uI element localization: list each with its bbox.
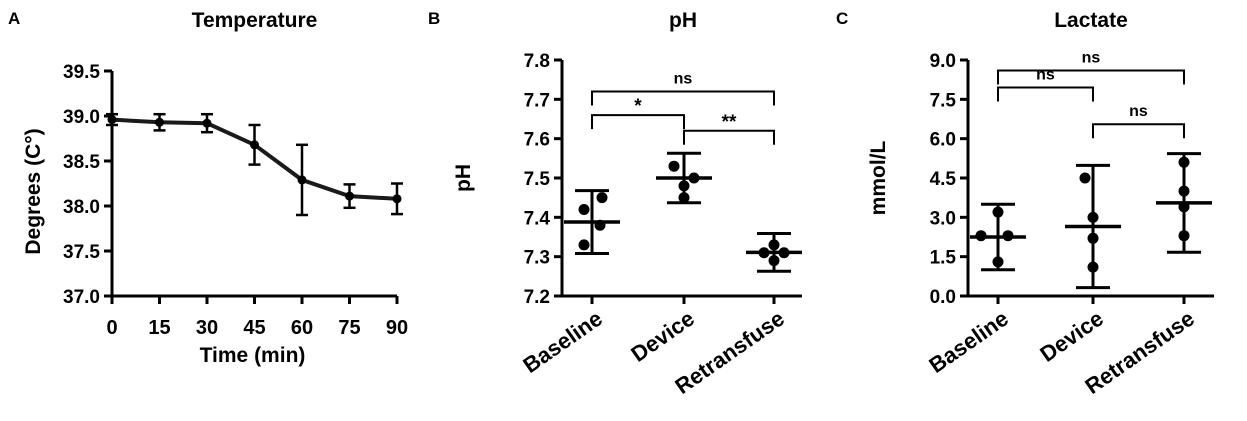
data-point — [594, 219, 606, 231]
data-point — [992, 206, 1004, 218]
significance-bracket — [591, 90, 775, 106]
data-point — [596, 192, 608, 204]
y-tick-label: 7.5 — [930, 90, 957, 111]
x-tick-label: 30 — [196, 317, 218, 339]
y-tick-label: 39.5 — [63, 62, 100, 83]
y-tick-label: 6.0 — [930, 130, 956, 151]
panel-letter: C — [836, 9, 848, 28]
y-axis-label: Degrees (C°) — [22, 128, 45, 254]
y-tick-label: 4.5 — [930, 169, 957, 190]
chart-title: pH — [669, 9, 697, 32]
data-point — [1087, 232, 1099, 244]
y-tick-label: 1.5 — [930, 248, 957, 269]
significance-label: * — [634, 96, 642, 117]
data-point — [578, 239, 590, 251]
significance-label: ns — [1036, 67, 1055, 84]
data-point — [1079, 172, 1091, 184]
x-tick-label: 60 — [291, 317, 313, 339]
x-tick-label: 0 — [106, 317, 117, 339]
y-tick-label: 7.8 — [524, 51, 550, 72]
y-tick-label: 38.5 — [63, 152, 100, 173]
data-point — [345, 191, 354, 201]
data-point — [1178, 156, 1190, 168]
data-point — [1087, 211, 1099, 223]
data-point — [758, 247, 770, 259]
y-tick-label: 7.5 — [524, 169, 551, 190]
significance-bracket — [997, 69, 1185, 85]
data-point — [578, 203, 590, 215]
data-point — [202, 118, 212, 128]
significance-label: ns — [1082, 49, 1101, 66]
data-point — [392, 194, 402, 204]
y-tick-label: 38.0 — [63, 197, 100, 218]
data-point — [688, 172, 700, 184]
y-tick-label: 3.0 — [930, 208, 956, 229]
x-tick-label: 75 — [338, 317, 360, 339]
significance-bracket — [1092, 123, 1185, 139]
significance-bracket — [683, 129, 775, 145]
data-point — [107, 115, 117, 125]
data-point — [778, 247, 790, 259]
x-category-label: Baseline — [924, 306, 1012, 378]
x-axis-label: Time (min) — [200, 344, 306, 367]
y-axis-label: mmol/L — [867, 140, 890, 215]
data-point — [1087, 261, 1099, 273]
data-point — [768, 239, 780, 251]
significance-label: ns — [1129, 103, 1148, 120]
y-tick-label: 7.7 — [524, 90, 550, 111]
panel-c: C Lactate 0.0 1.5 3.0 4.5 6.0 7.5 9.0 mmol/L Basel… — [836, 9, 1214, 399]
x-category-label: Baseline — [518, 306, 606, 378]
chart-title: Lactate — [1054, 9, 1128, 32]
significance-bracket — [591, 114, 685, 130]
significance-label: ns — [674, 70, 693, 87]
chart-title: Temperature — [192, 9, 318, 32]
data-point — [678, 192, 690, 204]
y-axis-label: pH — [452, 164, 475, 192]
panel-letter: B — [428, 9, 440, 28]
data-point — [1002, 230, 1014, 242]
y-tick-label: 37.5 — [63, 242, 100, 263]
y-tick-label: 0.0 — [930, 287, 956, 308]
y-tick-label: 7.6 — [524, 130, 550, 151]
data-point — [250, 140, 259, 150]
data-point — [768, 255, 780, 267]
x-category-label: Device — [626, 306, 698, 367]
data-point — [992, 256, 1004, 268]
data-point — [155, 117, 164, 127]
y-tick-label: 7.4 — [524, 208, 551, 229]
y-tick-label: 9.0 — [930, 51, 956, 72]
y-tick-label: 39.0 — [63, 107, 100, 128]
panel-letter: A — [8, 9, 20, 28]
significance-bracket — [997, 86, 1094, 102]
y-tick-label: 7.3 — [524, 248, 550, 269]
x-tick-label: 45 — [243, 317, 265, 339]
data-point — [1178, 201, 1190, 213]
x-category-label: Device — [1035, 306, 1107, 367]
data-point — [1178, 230, 1190, 242]
panel-a: A Temperature 37.0 37.5 38.0 38.5 39.0 39.5 Degr… — [8, 9, 408, 367]
y-tick-label: 7.2 — [524, 287, 550, 308]
x-tick-label: 90 — [386, 317, 408, 339]
data-point — [1178, 185, 1190, 197]
x-tick-label: 15 — [148, 317, 170, 339]
data-point — [678, 180, 690, 192]
data-point — [668, 160, 680, 172]
data-point — [975, 230, 987, 242]
data-point — [297, 175, 307, 185]
y-tick-label: 37.0 — [63, 287, 100, 308]
significance-label: ** — [722, 112, 737, 133]
